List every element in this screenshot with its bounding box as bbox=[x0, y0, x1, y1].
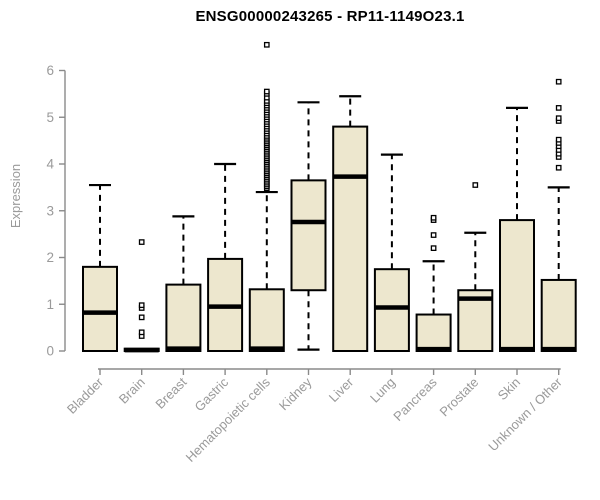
outlier-point bbox=[555, 105, 562, 111]
x-tick-label: Prostate bbox=[437, 375, 482, 420]
outlier-point bbox=[555, 78, 562, 85]
outlier-point bbox=[263, 41, 270, 48]
y-tick-label: 5 bbox=[46, 110, 54, 125]
y-tick-label: 3 bbox=[46, 203, 54, 218]
box-breast bbox=[165, 283, 202, 352]
outlier-point bbox=[430, 232, 437, 238]
y-tick-label: 1 bbox=[46, 297, 54, 312]
outlier-point bbox=[472, 182, 479, 188]
x-tick-label: Bladder bbox=[64, 374, 107, 417]
outlier-point bbox=[138, 239, 145, 245]
box-bladder bbox=[82, 265, 118, 353]
chart-title: ENSG00000243265 - RP11-1149O23.1 bbox=[195, 8, 465, 25]
box-kidney bbox=[290, 179, 327, 292]
y-tick-label: 2 bbox=[46, 250, 54, 265]
outlier-point bbox=[138, 314, 145, 321]
box-skin bbox=[499, 219, 535, 352]
outlier-point bbox=[555, 115, 562, 122]
y-tick-label: 4 bbox=[46, 157, 54, 172]
x-tick-label: Breast bbox=[152, 374, 189, 411]
box-liver bbox=[332, 125, 369, 352]
outlier-point bbox=[263, 88, 270, 95]
x-tick-label: Brain bbox=[116, 375, 148, 407]
y-tick-label: 6 bbox=[46, 63, 54, 78]
box-lung bbox=[373, 268, 410, 352]
box-pancreas bbox=[415, 313, 452, 353]
x-tick-label: Skin bbox=[495, 375, 523, 403]
outlier-point bbox=[430, 214, 437, 221]
outlier-point bbox=[555, 164, 562, 171]
outlier-point bbox=[430, 245, 437, 251]
x-tick-label: Lung bbox=[367, 375, 398, 406]
x-tick-label: Liver bbox=[326, 374, 357, 405]
box-unknown-other bbox=[540, 278, 577, 352]
x-tick-label: Unknown / Other bbox=[485, 374, 565, 454]
outlier-point bbox=[138, 329, 145, 336]
x-tick-label: Kidney bbox=[276, 374, 315, 413]
outlier-point bbox=[555, 136, 562, 143]
x-tick-label: Gastric bbox=[192, 374, 232, 414]
outlier-point bbox=[138, 302, 145, 309]
x-tick-label: Pancreas bbox=[390, 374, 440, 424]
y-tick-label: 0 bbox=[46, 344, 54, 359]
box-hematopoietic-cells bbox=[248, 288, 285, 353]
